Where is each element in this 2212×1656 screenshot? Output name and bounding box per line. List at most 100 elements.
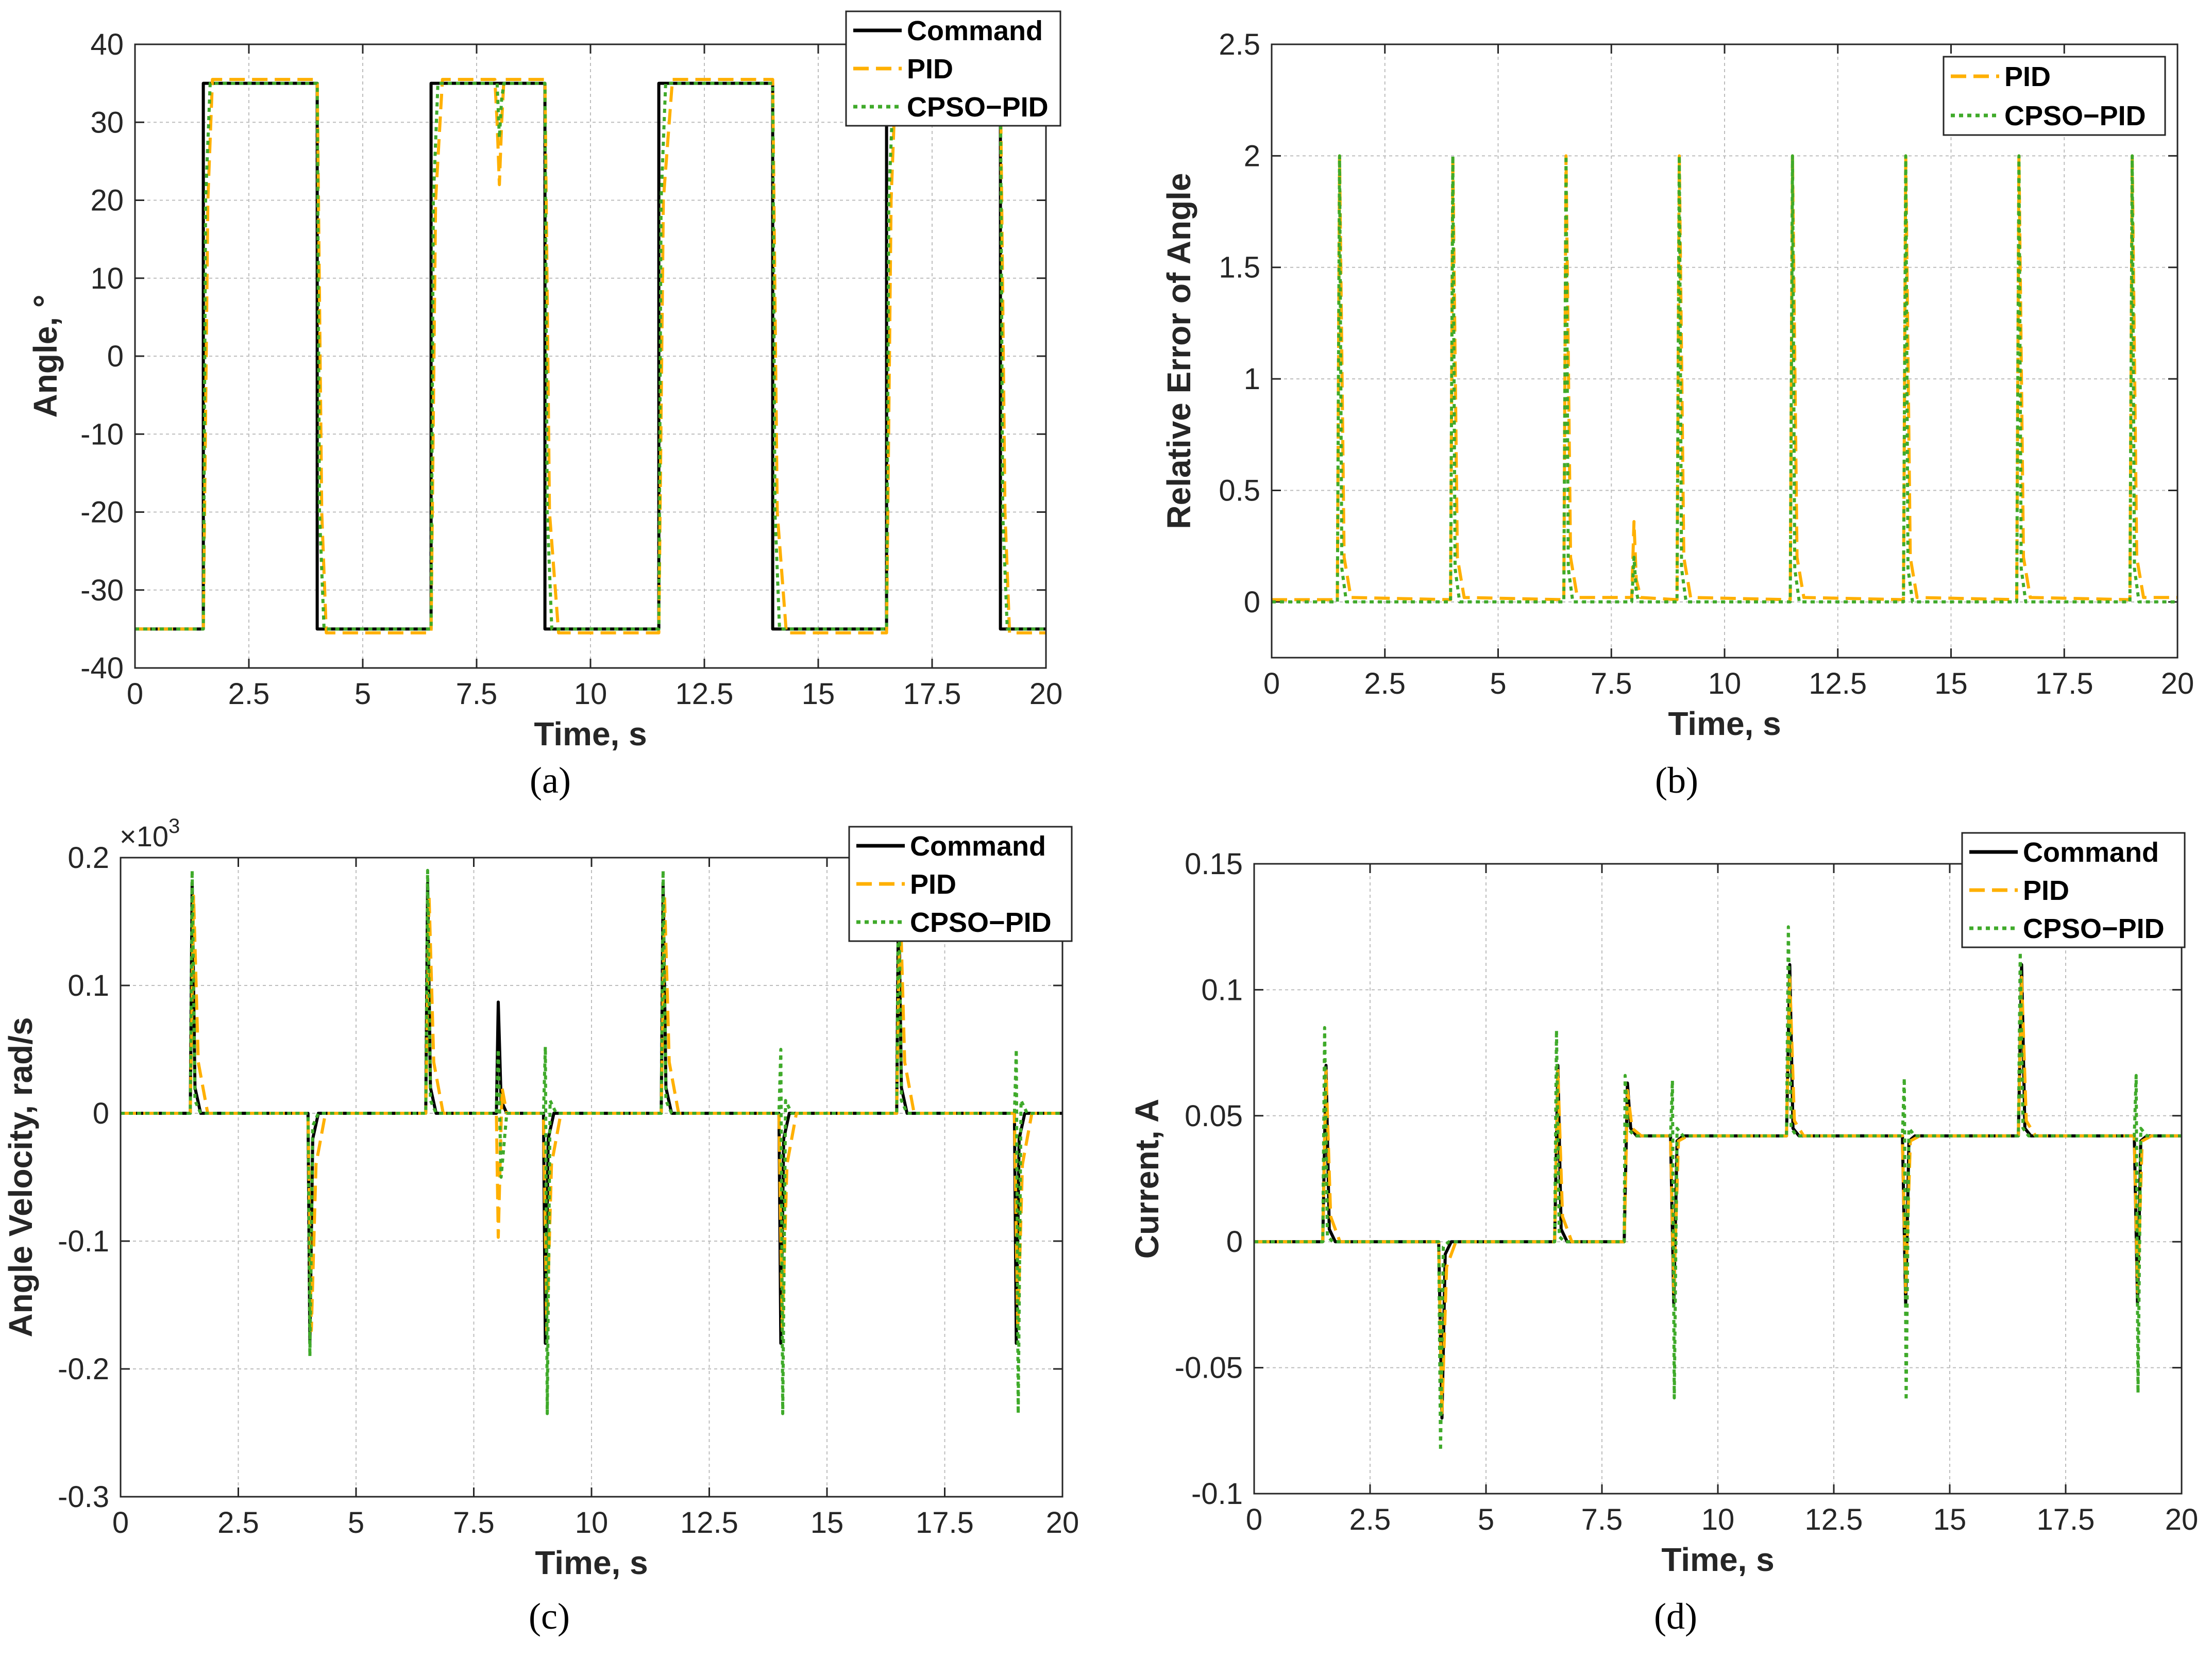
x-tick-label: 2.5 bbox=[217, 1506, 259, 1540]
x-tick-label: 0 bbox=[127, 677, 143, 711]
x-tick-label: 12.5 bbox=[1805, 1503, 1863, 1536]
x-tick-label: 7.5 bbox=[453, 1506, 495, 1540]
x-tick-label: 2.5 bbox=[1349, 1503, 1391, 1536]
x-tick-label: 12.5 bbox=[676, 677, 734, 711]
x-tick-label: 17.5 bbox=[2037, 1503, 2095, 1536]
legend-entry-label: CPSO−PID bbox=[907, 92, 1049, 123]
series-line-pid bbox=[135, 78, 1046, 634]
x-tick-label: 2.5 bbox=[228, 677, 270, 711]
legend-entry-label: PID bbox=[910, 869, 956, 900]
x-axis-label: Time, s bbox=[1661, 1541, 1774, 1578]
x-tick-label: 7.5 bbox=[1591, 667, 1632, 700]
y-tick-label: 0.2 bbox=[67, 841, 109, 875]
y-tick-label: 0 bbox=[93, 1097, 109, 1130]
x-tick-label: 20 bbox=[2165, 1503, 2199, 1536]
legend-box bbox=[1943, 56, 2166, 136]
x-tick-label: 15 bbox=[1934, 667, 1968, 700]
y-tick-label: 0 bbox=[1244, 586, 1260, 619]
y-tick-label: 0.1 bbox=[67, 969, 109, 1002]
series-group bbox=[1254, 925, 2182, 1452]
y-tick-label: 0.1 bbox=[1201, 973, 1243, 1007]
x-tick-label: 15 bbox=[810, 1506, 844, 1540]
y-exponent-power: 3 bbox=[168, 815, 180, 838]
y-tick-label: 30 bbox=[90, 106, 124, 139]
legend: Command PID CPSO−PID bbox=[848, 826, 1073, 942]
axis-frame bbox=[1271, 43, 2179, 659]
x-tick-label: 0 bbox=[112, 1506, 129, 1540]
x-tick-label: 20 bbox=[1029, 677, 1063, 711]
y-tick-label: 1.5 bbox=[1219, 251, 1260, 285]
y-axis-label: Angle, ° bbox=[27, 295, 64, 418]
y-tick-label: -0.3 bbox=[58, 1480, 109, 1514]
series-group bbox=[121, 868, 1062, 1415]
x-tick-label: 12.5 bbox=[1809, 667, 1867, 700]
y-tick-label: -30 bbox=[80, 574, 124, 607]
x-tick-label: 5 bbox=[348, 1506, 364, 1540]
panel-caption: (a) bbox=[530, 760, 571, 801]
y-axis-label: Current, A bbox=[1128, 1099, 1166, 1259]
series-line-pid bbox=[1272, 154, 2177, 601]
y-tick-label: -10 bbox=[80, 417, 124, 451]
legend: Command PID CPSO−PID bbox=[1961, 832, 2186, 948]
legend-entry-label: Command bbox=[2023, 837, 2159, 868]
x-tick-label: 12.5 bbox=[680, 1506, 738, 1540]
legend: Command PID CPSO−PID bbox=[845, 10, 1061, 127]
axis-frame bbox=[1253, 863, 2183, 1495]
x-tick-label: 5 bbox=[1478, 1503, 1494, 1536]
legend-entry-label: Command bbox=[910, 831, 1046, 862]
x-tick-label: 10 bbox=[1708, 667, 1742, 700]
y-exponent-label: ×103 bbox=[120, 815, 180, 852]
y-tick-label: -20 bbox=[80, 496, 124, 529]
y-tick-label: 0.15 bbox=[1185, 847, 1243, 881]
y-tick-label: -40 bbox=[80, 651, 124, 685]
legend-entry-label: PID bbox=[907, 54, 953, 85]
x-axis-label: Time, s bbox=[535, 1544, 648, 1581]
legend-entry-label: CPSO−PID bbox=[2023, 913, 2165, 944]
y-axis-label: Angle Velocity, rad/s bbox=[2, 1017, 39, 1337]
x-tick-label: 15 bbox=[1933, 1503, 1967, 1536]
y-tick-label: -0.2 bbox=[58, 1352, 109, 1386]
x-tick-label: 7.5 bbox=[456, 677, 498, 711]
y-exponent-base: ×10 bbox=[120, 820, 168, 852]
y-tick-label: 0 bbox=[107, 340, 124, 373]
x-tick-label: 10 bbox=[575, 1506, 609, 1540]
x-tick-label: 0 bbox=[1246, 1503, 1262, 1536]
y-tick-label: -0.1 bbox=[58, 1225, 109, 1258]
x-tick-label: 5 bbox=[1490, 667, 1506, 700]
series-line-cpso-pid bbox=[1254, 925, 2182, 1452]
plot-area bbox=[1254, 864, 2182, 1494]
y-tick-label: 2 bbox=[1244, 139, 1260, 173]
x-tick-label: 20 bbox=[1046, 1506, 1079, 1540]
y-tick-label: 20 bbox=[90, 184, 124, 218]
x-tick-label: 2.5 bbox=[1364, 667, 1406, 700]
y-tick-label: -0.05 bbox=[1175, 1351, 1243, 1385]
axis-frame bbox=[120, 857, 1063, 1498]
series-line-cpso-pid bbox=[135, 81, 1046, 631]
y-tick-label: 40 bbox=[90, 28, 124, 61]
x-tick-label: 10 bbox=[574, 677, 607, 711]
y-tick-label: 2.5 bbox=[1219, 28, 1260, 61]
y-tick-label: 10 bbox=[90, 262, 124, 295]
panel-caption: (b) bbox=[1655, 760, 1698, 801]
y-tick-label: 0 bbox=[1226, 1225, 1243, 1259]
legend-entry-label: Command bbox=[907, 15, 1043, 46]
series-line-pid bbox=[121, 894, 1062, 1332]
x-axis-label: Time, s bbox=[534, 715, 647, 752]
legend-entry-label: PID bbox=[2023, 875, 2069, 906]
legend-entry-label: CPSO−PID bbox=[910, 907, 1052, 938]
x-axis-label: Time, s bbox=[1668, 705, 1781, 742]
x-tick-label: 17.5 bbox=[2035, 667, 2093, 700]
x-tick-label: 10 bbox=[1701, 1503, 1735, 1536]
panel-caption: (c) bbox=[529, 1596, 570, 1637]
y-tick-label: 1 bbox=[1244, 362, 1260, 396]
x-tick-label: 15 bbox=[802, 677, 835, 711]
x-tick-label: 0 bbox=[1263, 667, 1280, 700]
panel-b: 0 2.5 5 7.5 10 12.5 15 17.5 20 0 0.5 1 1.5 2 2.5 Time, … bbox=[1160, 28, 2194, 801]
panel-c: 0 2.5 5 7.5 10 12.5 15 17.5 20 -0.3 -0.2 -0.1 0 0.1 0.… bbox=[2, 815, 1079, 1637]
panel-d: 0 2.5 5 7.5 10 12.5 15 17.5 20 -0.1 -0.05 0 0.05 0.1 0… bbox=[1128, 832, 2199, 1637]
y-axis-label: Relative Error of Angle bbox=[1160, 173, 1197, 529]
x-tick-label: 5 bbox=[354, 677, 371, 711]
series-line-cpso-pid bbox=[1272, 154, 2177, 604]
x-tick-label: 7.5 bbox=[1581, 1503, 1623, 1536]
